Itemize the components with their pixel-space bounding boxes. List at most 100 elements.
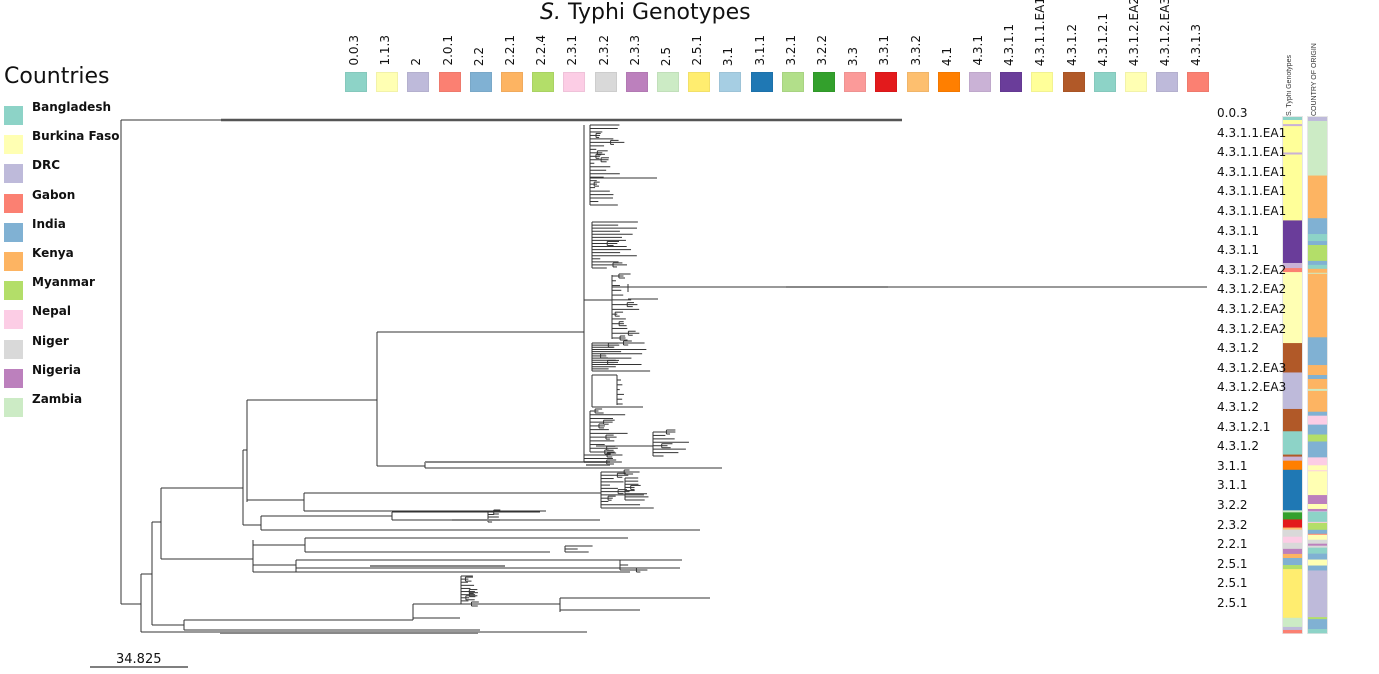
country-strip-segment [1308,264,1327,270]
genotype-strip-segment [1283,553,1302,559]
genotype-strip-segment [1283,460,1302,471]
country-strip-segment [1308,365,1327,376]
country-swatch [4,193,23,213]
genotype-strip-segment [1283,512,1302,520]
genotype-label: 4.3.1.3 [1189,24,1204,66]
genotype-swatch [594,72,617,92]
genotype-swatch [750,72,773,92]
tip-label: 4.3.1.2 [1217,400,1259,414]
tip-label: 4.3.1.2.EA2 [1217,262,1287,277]
genotype-strip-segment [1283,154,1302,221]
genotype-legend-item: 3.1 [719,18,742,92]
country-label: Burkina Faso [32,129,120,144]
tip-label: 3.1.1 [1217,458,1248,473]
country-strip-segment [1308,390,1327,413]
country-strip-segment [1308,547,1327,554]
genotype-legend-item: 3.2.1 [781,18,804,92]
country-strip-segment [1308,533,1327,536]
genotype-legend-item: 2.5 [657,18,679,92]
genotype-label: 3.1.1 [752,35,767,66]
genotype-swatch [1000,72,1023,92]
country-strip-segment [1308,534,1327,541]
genotype-label: 2.3.2 [596,35,611,66]
genotype-strip-segment [1283,126,1302,153]
genotype-legend-item: 4.3.1.2.1 [1093,13,1116,92]
genotype-legend-item: 4.1 [937,18,960,92]
genotype-legend-item: 3.3.2 [906,18,929,92]
genotype-legend-item: 3.2.2 [813,18,835,92]
tip-label: 2.5.1 [1217,576,1248,591]
genotype-label: 2.5 [659,46,673,66]
country-strip-segment [1308,504,1327,510]
country-strip-segment [1308,378,1327,390]
genotype-swatch [345,72,367,92]
country-strip-segment [1308,337,1327,366]
tip-label: 2.5.1 [1217,556,1248,571]
genotype-strip-segment [1283,469,1302,511]
country-strip-segment [1308,234,1327,242]
genotype-label: 3.3.1 [877,35,892,66]
country-strip-segment [1308,471,1327,496]
tip-label: 4.3.1.1.EA1 [1217,204,1287,218]
country-strip-segment [1308,553,1327,560]
country-strip-header: COUNTRY OF ORIGIN [1311,43,1318,116]
genotype-swatch [657,72,679,92]
country-swatch [4,281,23,301]
genotype-legend-item: 4.3.1.3 [1187,18,1210,92]
genotype-strip-segment [1283,268,1302,273]
genotype-legend-item: 3.3.1 [875,18,898,92]
tip-label: 2.2.1 [1217,537,1248,552]
genotype-legend-item: 2.3.1 [563,18,586,92]
genotype-label: 2 [409,58,424,66]
country-strip-segment [1308,375,1327,380]
genotype-strip-segment [1283,120,1302,125]
genotype-swatch [1125,72,1147,92]
genotype-strip-segment [1283,542,1302,550]
country-strip-segment [1308,245,1327,262]
genotype-strip-segment [1283,431,1302,455]
country-label: Nepal [32,304,71,319]
genotype-label: 4.3.1.2.EA3 [1158,0,1173,66]
genotype-label: 2.2 [471,46,486,66]
genotype-legend-item: 2 [407,18,430,92]
country-strip-segment [1308,388,1327,392]
country-strip-segment [1308,570,1327,618]
genotype-strip-segment [1283,117,1302,121]
genotype-legend-item: 2.0.1 [438,18,461,92]
genotype-strip-segment [1283,569,1302,619]
genotype-legend-item: 2.5.1 [688,18,711,92]
genotype-swatch [1156,72,1179,92]
genotype-label: 2.2.1 [503,35,517,66]
genotype-strip-segment [1283,220,1302,264]
genotype-label: 2.2.4 [534,35,549,66]
genotype-label: 2.3.3 [627,35,642,66]
genotype-swatch [1062,72,1085,92]
genotype-strip-segment [1283,548,1302,555]
genotype-label: 3.3 [846,46,861,66]
genotype-strip-segment [1283,617,1302,628]
genotype-swatch [781,72,804,92]
country-strip-segment [1308,120,1327,176]
genotype-swatch [376,72,399,92]
country-label: Bangladesh [32,100,112,114]
genotype-legend-item: 4.3.1.2.EA2 [1125,0,1147,92]
genotype-swatch [532,72,555,92]
genotype-label: 2.5.1 [690,35,705,66]
country-strip-segment [1308,522,1327,531]
genotype-strip-segment [1283,529,1302,537]
genotype-label: 3.1 [721,46,736,66]
country-label: Kenya [32,246,74,260]
country-strip-segment [1308,260,1327,266]
country-label: Niger [32,333,69,348]
genotype-swatch [1187,72,1210,92]
country-strip-segment [1308,495,1327,505]
tip-label: 4.3.1.2.EA3 [1217,360,1287,375]
genotype-label: 4.1 [939,46,954,66]
country-swatch [4,135,23,155]
country-strip-segment [1308,424,1327,435]
genotype-swatch [813,72,835,92]
country-swatch [4,368,23,388]
genotype-swatch [407,72,430,92]
tip-label: 0.0.3 [1217,106,1248,120]
genotype-legend-item: 4.3.1.2.EA3 [1156,0,1179,92]
